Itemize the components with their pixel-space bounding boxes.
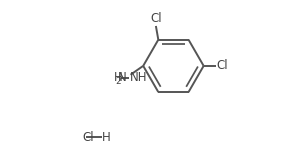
Text: H: H bbox=[113, 71, 122, 84]
Text: NH: NH bbox=[130, 71, 147, 84]
Text: Cl: Cl bbox=[82, 131, 94, 144]
Text: Cl: Cl bbox=[217, 59, 228, 72]
Text: H: H bbox=[102, 131, 111, 144]
Text: 2: 2 bbox=[116, 77, 121, 86]
Text: Cl: Cl bbox=[150, 12, 162, 25]
Text: N: N bbox=[117, 71, 126, 84]
